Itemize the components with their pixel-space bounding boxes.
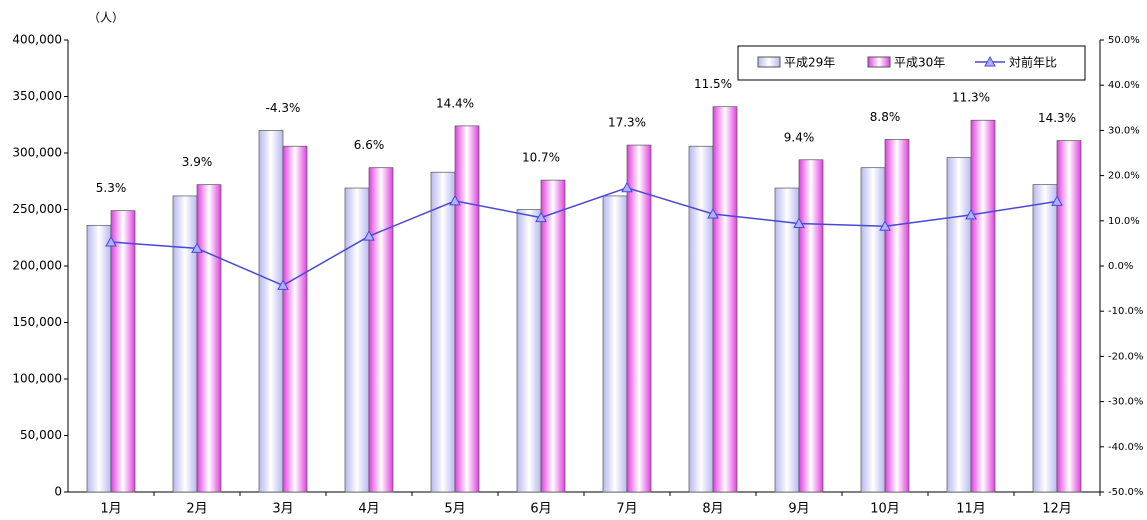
bar	[196, 184, 222, 493]
y-tick-label: 250,000	[12, 202, 62, 216]
bar	[344, 187, 370, 493]
y2-tick-label: 30.0%	[1108, 125, 1140, 136]
legend-label: 平成29年	[784, 56, 835, 70]
bar	[970, 119, 996, 493]
x-tick-label: 11月	[956, 502, 986, 517]
ratio-marker	[707, 207, 719, 219]
y-tick-label: 50,000	[20, 428, 62, 442]
legend-label: 平成30年	[894, 56, 945, 70]
bar	[884, 139, 910, 493]
y2-tick-label: -20.0%	[1108, 351, 1143, 362]
y-tick-label: 100,000	[12, 372, 62, 386]
x-tick-label: 5月	[444, 502, 465, 517]
ratio-line	[110, 187, 1058, 287]
bar	[1032, 184, 1058, 493]
bar	[540, 179, 566, 493]
x-tick-label: 7月	[616, 502, 637, 517]
bar	[626, 144, 652, 493]
y2-tick-label: 50.0%	[1108, 35, 1140, 46]
value-label: 10.7%	[522, 151, 560, 165]
y-tick-label: 350,000	[12, 89, 62, 103]
ratio-marker	[105, 236, 117, 247]
ratio-marker	[879, 220, 891, 231]
y-tick-label: 300,000	[12, 146, 62, 160]
y2-tick-label: -30.0%	[1108, 397, 1143, 408]
ratio-marker	[363, 230, 375, 241]
value-label: 11.5%	[694, 77, 732, 91]
y2-tick-label: -40.0%	[1108, 442, 1143, 453]
bar	[946, 157, 972, 493]
ratio-marker	[535, 211, 547, 223]
y-tick-label: 400,000	[12, 33, 62, 47]
y2-tick-label: 0.0%	[1108, 261, 1133, 272]
y-unit-label: （人）	[88, 11, 124, 25]
y2-tick-label: 40.0%	[1108, 80, 1140, 91]
y-tick-label: 200,000	[12, 259, 62, 273]
legend-swatch	[757, 56, 781, 68]
value-label: 5.3%	[96, 181, 127, 195]
ratio-marker	[1051, 195, 1063, 206]
ratio-marker	[621, 181, 633, 193]
bar	[86, 224, 112, 493]
legend-swatch	[867, 56, 891, 68]
bar	[172, 195, 198, 493]
value-label: 14.4%	[436, 96, 474, 110]
x-tick-label: 10月	[870, 502, 900, 517]
value-label: 9.4%	[784, 130, 815, 144]
ratio-marker	[277, 279, 289, 290]
bar	[712, 106, 738, 493]
y-tick-label: 0	[54, 485, 62, 499]
x-tick-label: 3月	[272, 502, 293, 517]
legend-marker	[984, 55, 996, 67]
bar	[258, 130, 284, 493]
bar	[1056, 140, 1082, 493]
x-tick-label: 4月	[358, 502, 379, 517]
bar	[430, 171, 456, 493]
y2-tick-label: -10.0%	[1108, 306, 1143, 317]
bar	[110, 210, 136, 493]
value-label: 17.3%	[608, 116, 646, 130]
y2-tick-label: 10.0%	[1108, 216, 1140, 227]
y-tick-label: 150,000	[12, 315, 62, 329]
value-label: 14.3%	[1038, 111, 1076, 125]
value-label: -4.3%	[266, 101, 301, 115]
ratio-marker	[449, 194, 461, 206]
x-tick-label: 12月	[1042, 502, 1072, 517]
x-tick-label: 6月	[530, 502, 551, 517]
value-label: 8.8%	[870, 110, 901, 124]
bar	[368, 167, 394, 493]
x-tick-label: 2月	[186, 502, 207, 517]
bar	[860, 167, 886, 493]
bar	[516, 209, 542, 493]
bar	[798, 159, 824, 493]
ratio-marker	[965, 208, 977, 220]
x-tick-label: 1月	[100, 502, 121, 517]
legend-box	[737, 45, 1086, 81]
value-label: 3.9%	[182, 155, 213, 169]
y2-tick-label: 20.0%	[1108, 171, 1140, 182]
legend-label: 対前年比	[1009, 55, 1057, 70]
bar	[454, 125, 480, 493]
x-tick-label: 8月	[702, 502, 723, 517]
ratio-marker	[191, 242, 203, 253]
value-label: 6.6%	[354, 138, 385, 152]
value-label: 11.3%	[952, 91, 990, 105]
bar	[602, 195, 628, 493]
bar	[282, 145, 308, 493]
y2-tick-label: -50.0%	[1108, 487, 1143, 498]
ratio-marker	[793, 217, 805, 229]
bar	[688, 145, 714, 493]
bar	[774, 187, 800, 493]
x-tick-label: 9月	[788, 502, 809, 517]
